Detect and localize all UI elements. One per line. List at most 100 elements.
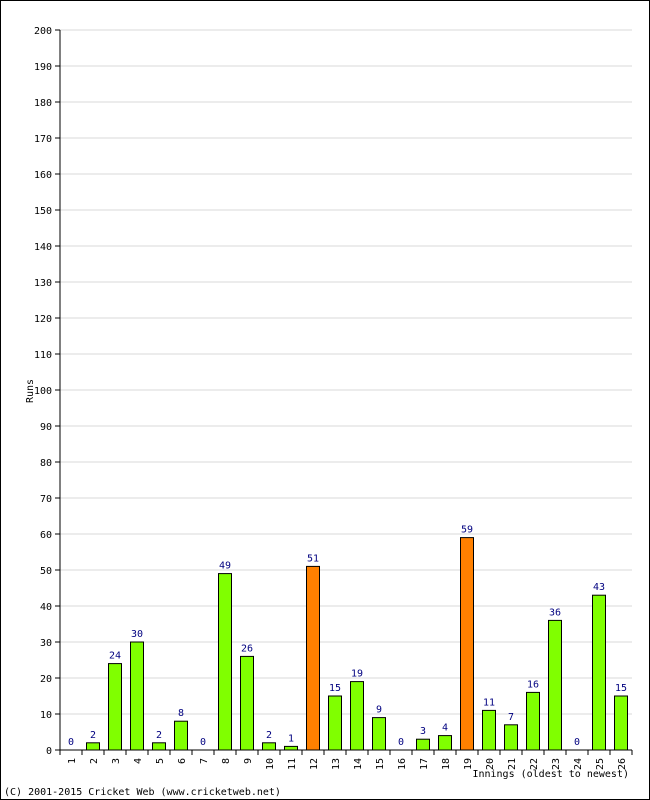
bar bbox=[108, 663, 122, 751]
bar bbox=[614, 695, 628, 751]
x-tick-label: 7 bbox=[199, 758, 210, 764]
value-label: 2 bbox=[90, 730, 96, 741]
y-tick-label: 110 bbox=[34, 350, 52, 361]
x-tick-label: 21 bbox=[507, 758, 518, 770]
y-tick-label: 100 bbox=[34, 386, 52, 397]
x-tick-label: 25 bbox=[595, 758, 606, 770]
y-tick-label: 120 bbox=[34, 314, 52, 325]
value-label: 15 bbox=[329, 683, 341, 694]
x-tick-label: 13 bbox=[331, 758, 342, 770]
bar bbox=[548, 619, 562, 751]
value-labels: 0 2 24 30 2 8 0 49 26 2 1 51 15 19 9 0 3 4 59 11 7 16 36 0 43 15 bbox=[68, 525, 627, 748]
value-label: 7 bbox=[508, 712, 514, 723]
value-label: 15 bbox=[615, 683, 627, 694]
value-label: 8 bbox=[178, 708, 184, 719]
y-tick-label: 150 bbox=[34, 206, 52, 217]
y-tick-label: 190 bbox=[34, 62, 52, 73]
x-tick-label: 11 bbox=[287, 758, 298, 770]
value-label: 0 bbox=[398, 737, 404, 748]
bar bbox=[526, 691, 540, 751]
x-tick-label: 2 bbox=[89, 758, 100, 764]
value-label: 2 bbox=[156, 730, 162, 741]
y-tick-label: 80 bbox=[40, 458, 52, 469]
x-tick-label: 12 bbox=[309, 758, 320, 770]
x-tick-label: 14 bbox=[353, 758, 364, 770]
y-tick-label: 30 bbox=[40, 638, 52, 649]
y-tick-label: 170 bbox=[34, 134, 52, 145]
bar bbox=[460, 537, 474, 751]
y-tick-label: 70 bbox=[40, 494, 52, 505]
x-tick-label: 20 bbox=[485, 758, 496, 770]
grid-lines bbox=[60, 29, 632, 715]
x-tick-label: 24 bbox=[573, 758, 584, 770]
x-tick-label: 15 bbox=[375, 758, 386, 770]
x-tick-label: 4 bbox=[133, 758, 144, 764]
x-tick-label: 8 bbox=[221, 758, 232, 764]
bar bbox=[416, 738, 430, 751]
value-label: 0 bbox=[574, 737, 580, 748]
x-axis-label: Innings (oldest to newest) bbox=[472, 769, 629, 780]
value-label: 0 bbox=[68, 737, 74, 748]
x-tick-label: 19 bbox=[463, 758, 474, 770]
value-label: 24 bbox=[109, 651, 121, 662]
x-tick-label: 3 bbox=[111, 758, 122, 764]
value-label: 26 bbox=[241, 643, 253, 654]
bar bbox=[592, 594, 606, 751]
bar bbox=[284, 745, 298, 751]
y-axis-label: Runs bbox=[25, 379, 36, 403]
bar bbox=[262, 742, 276, 751]
x-tick-label: 17 bbox=[419, 758, 430, 770]
value-label: 36 bbox=[549, 607, 561, 618]
bar bbox=[174, 720, 188, 751]
y-tick-label: 0 bbox=[46, 746, 52, 757]
bar bbox=[372, 717, 386, 751]
x-tick-label: 6 bbox=[177, 758, 188, 764]
x-axis-ticks: 1 2 3 4 5 6 7 8 9 10 11 12 13 14 15 16 17 18 19 20 21 22 23 24 2… bbox=[59, 750, 633, 770]
bar bbox=[438, 735, 452, 751]
bar bbox=[306, 565, 320, 751]
y-tick-label: 160 bbox=[34, 170, 52, 181]
y-tick-label: 10 bbox=[40, 710, 52, 721]
x-tick-label: 5 bbox=[155, 758, 166, 764]
bar bbox=[152, 742, 166, 751]
value-label: 30 bbox=[131, 629, 143, 640]
value-label: 0 bbox=[200, 737, 206, 748]
value-label: 19 bbox=[351, 669, 363, 680]
x-tick-label: 18 bbox=[441, 758, 452, 770]
y-tick-label: 140 bbox=[34, 242, 52, 253]
x-tick-label: 16 bbox=[397, 758, 408, 770]
bar bbox=[328, 695, 342, 751]
value-label: 2 bbox=[266, 730, 272, 741]
x-tick-label: 23 bbox=[551, 758, 562, 770]
bar bbox=[504, 724, 518, 751]
value-label: 1 bbox=[288, 733, 294, 744]
value-label: 4 bbox=[442, 723, 448, 734]
value-label: 11 bbox=[483, 697, 495, 708]
bar bbox=[350, 681, 364, 751]
bar bbox=[482, 709, 496, 751]
value-label: 16 bbox=[527, 679, 539, 690]
x-tick-label: 10 bbox=[265, 758, 276, 770]
bar bbox=[218, 573, 232, 751]
bar bbox=[240, 655, 254, 751]
x-tick-label: 1 bbox=[67, 758, 78, 764]
x-tick-label: 22 bbox=[529, 758, 540, 770]
y-tick-label: 60 bbox=[40, 530, 52, 541]
bar bbox=[86, 742, 100, 751]
y-tick-label: 200 bbox=[34, 26, 52, 37]
bar bbox=[130, 641, 144, 751]
x-tick-label: 9 bbox=[243, 758, 254, 764]
x-tick-label: 26 bbox=[617, 758, 628, 770]
value-label: 49 bbox=[219, 561, 231, 572]
y-tick-label: 20 bbox=[40, 674, 52, 685]
value-label: 3 bbox=[420, 726, 426, 737]
value-label: 51 bbox=[307, 553, 319, 564]
copyright-text: (C) 2001-2015 Cricket Web (www.cricketwe… bbox=[4, 787, 281, 798]
y-tick-label: 40 bbox=[40, 602, 52, 613]
y-axis-ticks: 0 10 20 30 40 50 60 70 80 90 100 110 120 130 140 150 160… bbox=[34, 26, 60, 757]
bars bbox=[86, 537, 628, 751]
value-label: 43 bbox=[593, 582, 605, 593]
value-label: 9 bbox=[376, 705, 382, 716]
y-tick-label: 90 bbox=[40, 422, 52, 433]
